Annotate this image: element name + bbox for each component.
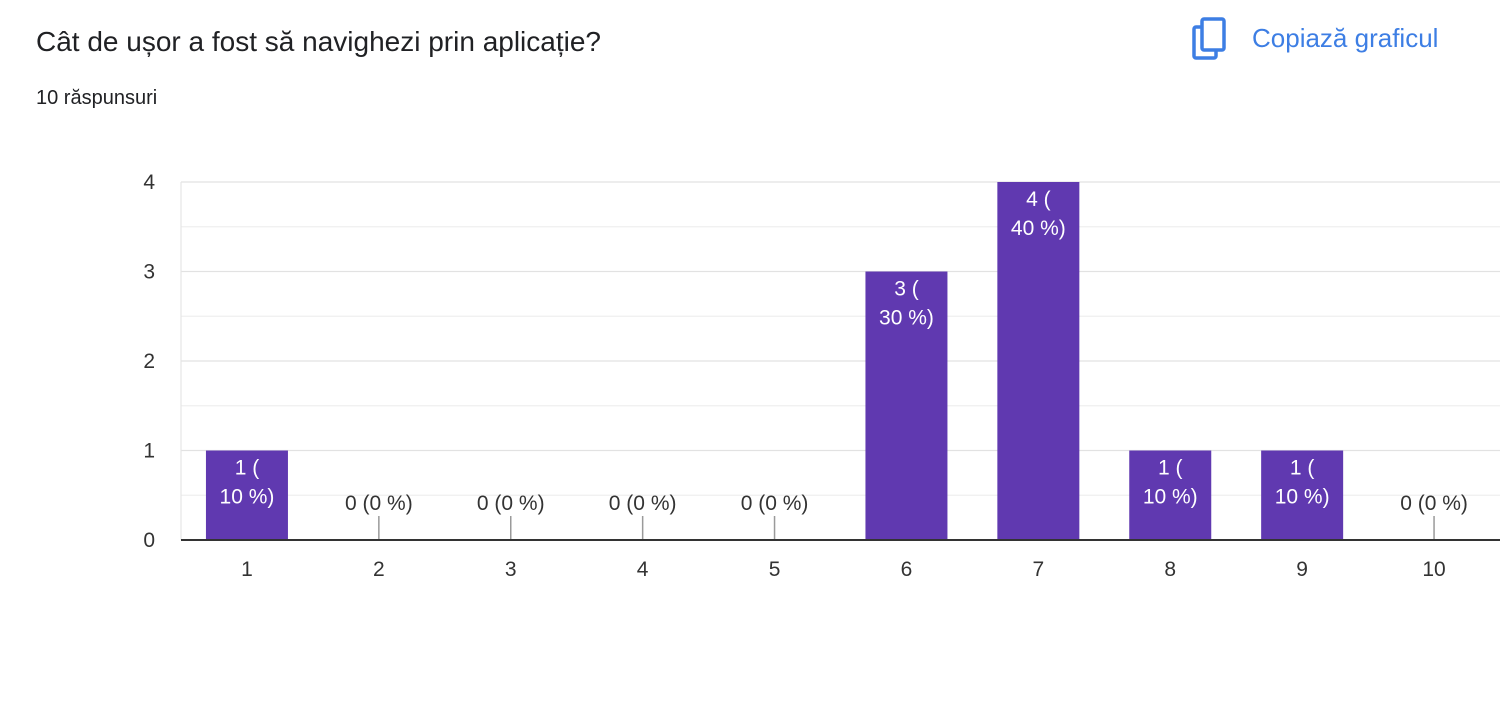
y-tick-label: 0 bbox=[143, 529, 155, 552]
x-tick-label: 8 bbox=[1164, 558, 1176, 581]
y-tick-label: 2 bbox=[143, 350, 155, 373]
bar-data-label: 10 %) bbox=[1275, 486, 1330, 509]
bar-data-label: 1 ( bbox=[1290, 457, 1315, 480]
bar[interactable] bbox=[865, 271, 948, 541]
response-count: 10 răspunsuri bbox=[36, 87, 158, 109]
x-tick-label: 10 bbox=[1422, 558, 1445, 581]
bar-data-label: 30 %) bbox=[879, 307, 934, 330]
bar[interactable] bbox=[1261, 450, 1344, 541]
x-tick-label: 2 bbox=[373, 558, 385, 581]
y-tick-label: 4 bbox=[143, 171, 155, 194]
bar[interactable] bbox=[1129, 450, 1212, 541]
copy-icon bbox=[1192, 17, 1226, 60]
bar-data-label: 0 (0 %) bbox=[1400, 492, 1468, 515]
y-tick-label: 1 bbox=[143, 440, 155, 463]
bar-data-label: 4 ( bbox=[1026, 188, 1051, 211]
x-tick-label: 1 bbox=[241, 558, 253, 581]
bar-data-label: 0 (0 %) bbox=[345, 492, 413, 515]
bar-data-label: 40 %) bbox=[1011, 217, 1066, 240]
bar-data-label: 1 ( bbox=[1158, 457, 1183, 480]
bar-data-label: 0 (0 %) bbox=[477, 492, 545, 515]
bar-data-label: 10 %) bbox=[220, 486, 275, 509]
question-title: Cât de ușor a fost să navighezi prin apl… bbox=[36, 26, 601, 57]
bar-data-label: 3 ( bbox=[894, 278, 919, 301]
y-tick-label: 3 bbox=[143, 261, 155, 284]
x-tick-label: 3 bbox=[505, 558, 517, 581]
copy-chart-button[interactable]: Copiază graficul bbox=[1184, 14, 1444, 62]
x-tick-label: 9 bbox=[1296, 558, 1308, 581]
bar-data-label: 10 %) bbox=[1143, 486, 1198, 509]
x-tick-label: 5 bbox=[769, 558, 781, 581]
x-tick-label: 7 bbox=[1033, 558, 1045, 581]
x-tick-label: 6 bbox=[901, 558, 913, 581]
bar-data-label: 0 (0 %) bbox=[741, 492, 809, 515]
bar[interactable] bbox=[205, 450, 288, 541]
bar[interactable] bbox=[997, 182, 1080, 540]
bar-data-label: 1 ( bbox=[235, 457, 260, 480]
x-tick-label: 4 bbox=[637, 558, 649, 581]
copy-chart-label: Copiază graficul bbox=[1252, 22, 1439, 53]
bar-data-label: 0 (0 %) bbox=[609, 492, 677, 515]
